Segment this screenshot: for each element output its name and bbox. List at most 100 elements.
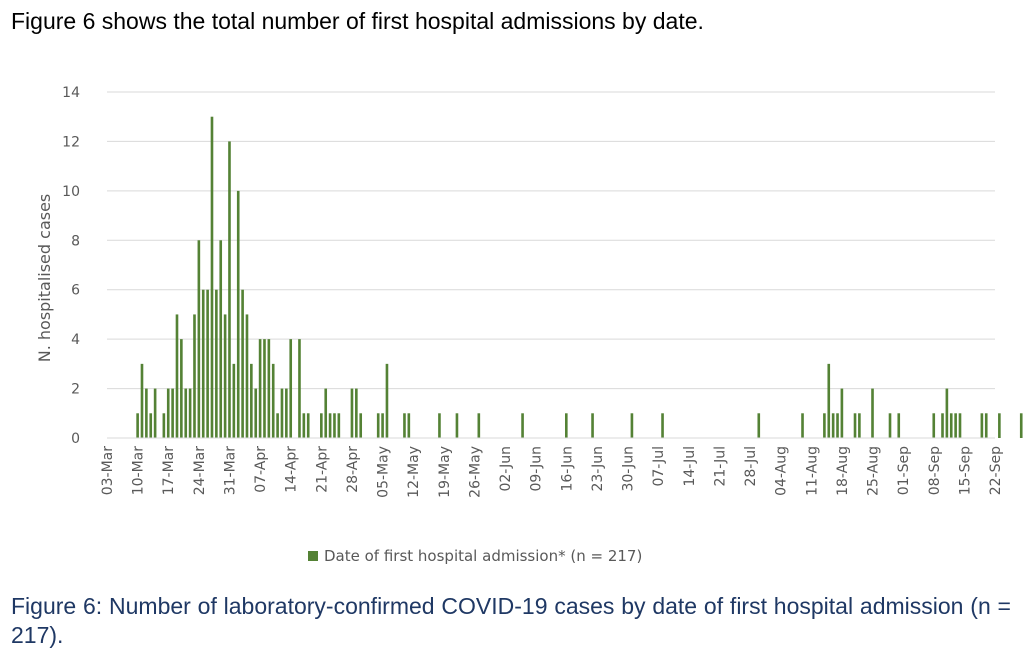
- x-tick-label: 25-Aug: [866, 446, 882, 496]
- bar: [193, 314, 196, 438]
- bar: [210, 116, 214, 439]
- bar: [455, 413, 459, 438]
- x-tick-label: 18-Aug: [835, 446, 851, 496]
- bar: [215, 289, 218, 438]
- bar: [140, 363, 144, 438]
- bar: [949, 413, 953, 438]
- bar: [223, 314, 227, 438]
- x-tick-label: 10-Mar: [131, 446, 147, 496]
- bar: [350, 388, 354, 438]
- x-tick-label: 22-Sep: [988, 446, 1004, 495]
- x-tick-label: 30-Jun: [621, 446, 637, 492]
- y-tick-label: 6: [71, 283, 80, 299]
- bar: [407, 413, 411, 438]
- y-tick-label: 0: [71, 431, 80, 447]
- bar: [565, 413, 568, 438]
- y-axis-title: N. hospitalised cases: [35, 194, 54, 363]
- bar: [757, 413, 761, 438]
- bar: [836, 413, 839, 438]
- bar: [1019, 413, 1023, 438]
- bar: [250, 363, 253, 438]
- bar: [381, 413, 384, 438]
- x-tick-label: 26-May: [467, 446, 483, 498]
- x-tick-label: 21-Apr: [314, 446, 330, 493]
- x-tick-label: 11-Aug: [804, 446, 820, 496]
- bar: [184, 388, 188, 438]
- bar: [359, 413, 363, 438]
- y-tick-label: 14: [62, 85, 80, 101]
- bar: [853, 413, 857, 438]
- bar: [263, 339, 266, 438]
- y-tick-label: 4: [71, 332, 80, 348]
- x-tick-label: 19-May: [437, 446, 453, 498]
- legend: Date of first hospital admission* (n = 2…: [308, 547, 642, 565]
- bar: [324, 388, 328, 438]
- bar: [298, 339, 301, 438]
- bar: [840, 388, 844, 438]
- bar: [438, 413, 441, 438]
- bar: [228, 141, 231, 438]
- x-tick-label: 14-Apr: [284, 446, 300, 493]
- bar: [954, 413, 957, 438]
- bar: [333, 413, 336, 438]
- bar: [376, 413, 380, 438]
- bar: [980, 413, 984, 438]
- bar: [661, 413, 664, 438]
- bars: [136, 116, 1023, 439]
- bar: [823, 413, 826, 438]
- x-tick-label: 17-Mar: [161, 446, 177, 496]
- bar: [328, 413, 332, 438]
- bar: [153, 388, 157, 438]
- bar: [219, 240, 223, 438]
- bar: [932, 413, 936, 438]
- bar: [831, 413, 835, 438]
- bar: [254, 388, 258, 438]
- x-tick-label: 05-May: [376, 446, 392, 498]
- bar: [245, 314, 249, 438]
- bar: [477, 413, 481, 438]
- bar: [188, 388, 192, 438]
- y-tick-label: 12: [62, 134, 80, 150]
- bar: [337, 413, 341, 438]
- bar: [232, 363, 236, 438]
- x-tick-label: 01-Sep: [896, 446, 912, 495]
- x-tick-label: 14-Jul: [682, 446, 698, 487]
- bar: [289, 339, 293, 438]
- x-tick-label: 15-Sep: [957, 446, 973, 495]
- bar: [258, 339, 262, 438]
- x-tick-label: 04-Aug: [774, 446, 790, 496]
- bar: [201, 289, 205, 438]
- bar: [945, 388, 949, 438]
- x-tick-label: 24-Mar: [192, 446, 208, 496]
- bar: [166, 388, 170, 438]
- bar: [888, 413, 892, 438]
- bar: [306, 413, 310, 438]
- x-tick-label: 07-Apr: [253, 446, 269, 493]
- bar: [145, 388, 148, 438]
- x-tick-labels: 03-Mar 10-Mar 17-Mar 24-Mar 31-Mar 07-Apr 14-A…: [100, 446, 1004, 498]
- bar: [801, 413, 804, 438]
- bar: [320, 413, 323, 438]
- bar: [958, 413, 962, 438]
- bar: [630, 413, 634, 438]
- intro-text: Figure 6 shows the total number of first…: [11, 8, 704, 34]
- bar: [385, 363, 389, 438]
- hospital-admissions-chart: 0 2 4 6 8 10 12 14 03-Mar 10-Mar 17-Mar 24-Mar 31-M…: [35, 85, 1023, 565]
- bar: [984, 413, 988, 438]
- bar: [403, 413, 406, 438]
- x-tick-label: 07-Jul: [651, 446, 667, 487]
- bar: [302, 413, 306, 438]
- y-tick-label: 8: [71, 233, 80, 249]
- bar: [276, 413, 279, 438]
- bar: [149, 413, 153, 438]
- bar: [521, 413, 524, 438]
- bar: [871, 388, 874, 438]
- bar: [175, 314, 179, 438]
- bar: [180, 339, 183, 438]
- bar: [858, 413, 861, 438]
- bar: [206, 289, 209, 438]
- bar: [591, 413, 594, 438]
- x-tick-label: 28-Apr: [345, 446, 361, 493]
- bar: [271, 363, 275, 438]
- y-tick-label: 10: [62, 184, 80, 200]
